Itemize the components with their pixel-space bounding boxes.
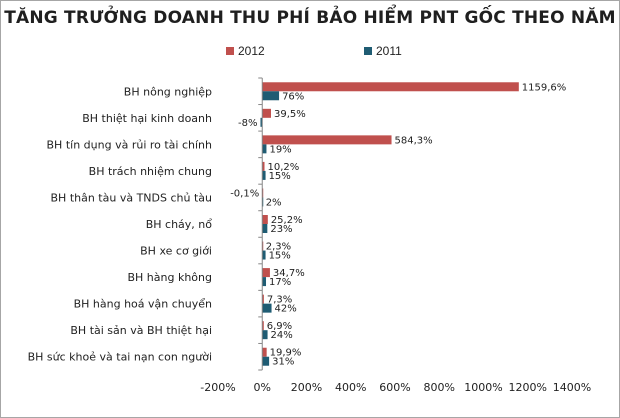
x-tick-label: 600% [379, 381, 410, 394]
legend-swatch-2011 [364, 46, 372, 55]
data-label-2012: 19,9% [270, 348, 302, 359]
legend-label-2012: 2012 [238, 44, 265, 58]
bar-2012 [262, 321, 264, 331]
data-label-2011: 76% [282, 91, 304, 102]
bar-2012 [262, 268, 270, 278]
category-label: BH hàng không [127, 271, 212, 284]
bar-2011 [262, 330, 268, 340]
bar-2011 [262, 250, 266, 260]
data-label-2012: 25,2% [271, 215, 303, 226]
bar-2012 [262, 135, 392, 145]
legend-item-2012: 2012 [226, 44, 265, 58]
category-label: BH cháy, nổ [146, 218, 213, 231]
data-label-2012: 39,5% [274, 109, 306, 120]
legend-item-2011: 2011 [364, 44, 402, 58]
category-label: BH sức khoẻ và tai nạn con người [28, 351, 212, 364]
category-labels: BH nông nghiệp BH thiệt hại kinh doanh BH … [28, 85, 213, 363]
x-tick-label: 0% [254, 381, 271, 394]
data-label-2012: 584,3% [395, 135, 433, 146]
data-label-2011: 42% [275, 304, 297, 315]
category-label: BH trách nhiệm chung [89, 165, 212, 178]
bar-2012 [262, 161, 265, 171]
bar-2012 [262, 215, 268, 224]
data-label-2011: 24% [271, 330, 293, 341]
data-label-2011: 2% [266, 197, 282, 208]
bar-2011 [262, 91, 280, 101]
x-tick-labels: -200% 0% 200% 400% 600% 800% 1000% 1200% 1400% [200, 381, 591, 394]
category-label: BH thân tàu và TNDS chủ tàu [51, 191, 213, 204]
data-label-2011: 15% [269, 171, 291, 182]
chart-title: TĂNG TRƯỞNG DOANH THU PHÍ BẢO HIỂM PNT G… [4, 8, 616, 28]
category-label: BH tín dụng và rủi ro tài chính [47, 138, 213, 151]
x-tick-label: -200% [200, 381, 235, 394]
category-label: BH xe cơ giới [140, 245, 212, 258]
bar-2011 [262, 277, 267, 287]
data-label-2012: 2,3% [266, 242, 291, 253]
data-label-2012: -0,1% [230, 188, 259, 199]
x-tick-label: 800% [424, 381, 455, 394]
data-label-2011: 15% [269, 251, 291, 262]
bar-2011 [262, 303, 272, 313]
x-tick-label: 1400% [553, 381, 591, 394]
bar-2012 [262, 108, 271, 118]
legend: 2012 2011 [0, 44, 620, 60]
bar-2012 [262, 82, 519, 92]
data-label-2011: 17% [269, 277, 291, 288]
bar-2012 [262, 347, 267, 357]
data-label-2012: 7,3% [267, 295, 292, 306]
data-label-2011: 19% [269, 144, 291, 155]
category-label: BH hàng hoá vận chuyển [74, 298, 212, 311]
bars-layer [260, 82, 519, 366]
data-label-2011: 31% [272, 357, 294, 368]
axis-layer [258, 77, 263, 371]
x-tick-label: 1000% [464, 381, 502, 394]
data-label-2011: 23% [270, 224, 292, 235]
bar-2011 [260, 117, 263, 127]
bar-2011 [262, 144, 267, 154]
bar-2012 [262, 294, 264, 304]
x-tick-label: 200% [291, 381, 322, 394]
category-label: BH thiệt hại kinh doanh [82, 112, 212, 125]
data-label-2012: 1159,6% [522, 82, 567, 93]
data-label-2012: 10,2% [268, 162, 300, 173]
bar-2011 [262, 356, 270, 366]
category-label: BH nông nghiệp [124, 85, 212, 98]
bar-2011 [262, 170, 266, 180]
data-label-2011: -8% [238, 118, 257, 129]
x-tick-label: 400% [335, 381, 366, 394]
x-tick-label: 1200% [509, 381, 547, 394]
value-labels: 1159,6%76%39,5%-8%584,3%19%10,2%15%-0,1%… [230, 82, 566, 367]
data-label-2012: 6,9% [267, 321, 292, 332]
legend-label-2011: 2011 [376, 44, 402, 58]
bar-2011 [262, 224, 268, 233]
legend-swatch-2012 [226, 46, 234, 55]
data-label-2012: 34,7% [273, 268, 305, 279]
category-label: BH tài sản và BH thiệt hại [70, 324, 212, 337]
